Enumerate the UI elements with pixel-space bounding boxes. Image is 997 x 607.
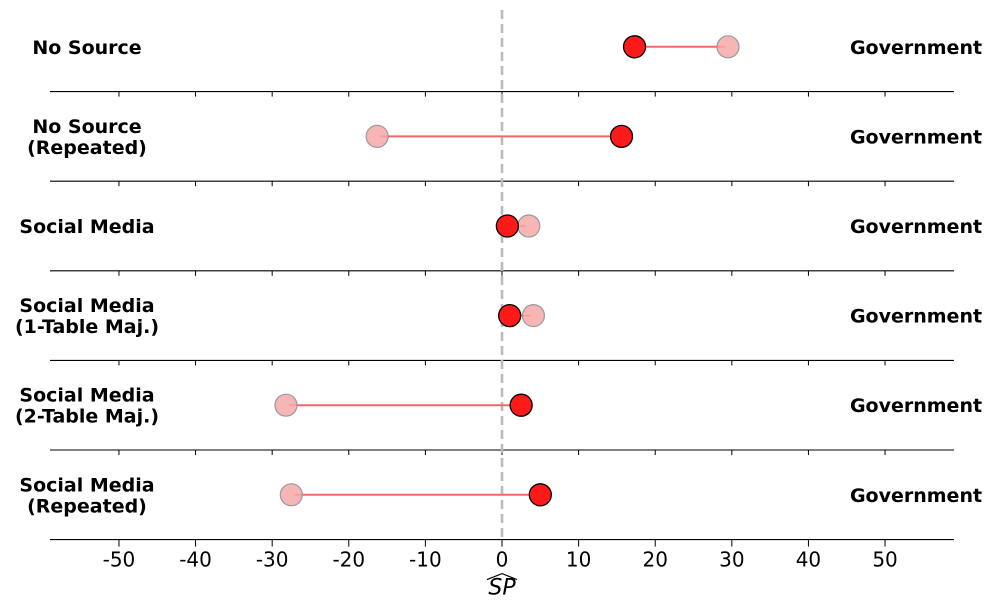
start-point <box>279 483 303 507</box>
x-axis-label: SP <box>488 576 516 601</box>
end-point <box>509 393 533 417</box>
row-label: (2-Table Maj.) <box>15 406 159 428</box>
x-tick-label: 30 <box>719 548 744 572</box>
x-tick-label: -40 <box>179 548 212 572</box>
marks-layer <box>274 35 740 507</box>
x-tick-label: -30 <box>256 548 289 572</box>
x-tick-label: 40 <box>796 548 821 572</box>
row-label: Social Media <box>19 385 154 407</box>
x-tick-label: -10 <box>409 548 442 572</box>
row-right-label: Government <box>850 126 982 148</box>
row-label: (1-Table Maj.) <box>15 316 159 338</box>
x-tick-label: -20 <box>332 548 365 572</box>
row-label: Social Media <box>19 295 154 317</box>
end-point <box>622 35 647 59</box>
end-point <box>498 303 522 328</box>
row-right-label: Government <box>850 37 982 59</box>
start-point <box>365 124 389 148</box>
row-label: No Source <box>32 116 141 138</box>
row-label: (Repeated) <box>27 137 147 159</box>
x-axis-label-hat <box>486 572 518 581</box>
row-label: (Repeated) <box>27 495 147 517</box>
x-tick-label: 50 <box>872 548 897 572</box>
end-point <box>528 483 552 507</box>
x-tick-label: 20 <box>642 548 667 572</box>
row-right-label: Government <box>850 395 982 417</box>
start-point <box>521 304 546 328</box>
x-tick-label: 10 <box>566 548 591 572</box>
end-point <box>495 214 520 238</box>
row-label: Social Media <box>19 474 154 496</box>
row-label: Social Media <box>19 216 154 238</box>
start-point <box>517 214 541 238</box>
start-point <box>716 35 740 59</box>
start-point <box>274 393 298 417</box>
row-label: No Source <box>32 37 141 59</box>
x-tick-label: -50 <box>103 548 136 572</box>
x-axis-ticks: -50 -40 -30 -20 -10 0 10 20 30 40 50 <box>103 548 898 572</box>
row-right-label: Government <box>850 216 982 238</box>
end-point <box>609 124 634 149</box>
row-right-label: Government <box>850 306 982 328</box>
row-right-label: Government <box>850 485 982 507</box>
x-tick-label: 0 <box>496 548 509 572</box>
